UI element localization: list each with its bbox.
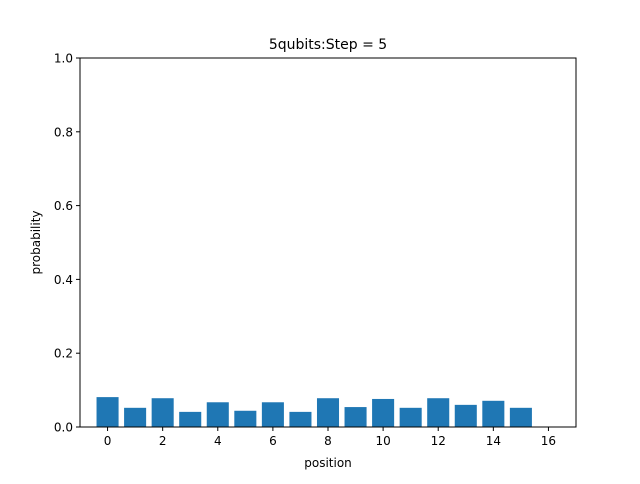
bar-position-14	[482, 400, 505, 427]
bar-position-0	[96, 397, 119, 427]
y-tick-label: 1.0	[54, 52, 73, 66]
y-axis-label: probability	[29, 210, 43, 274]
bar-position-13	[454, 404, 477, 427]
x-axis-ticks: 0 2 4 6 8 10 12 14 16	[104, 427, 556, 448]
bar-position-6	[261, 402, 284, 427]
bar-position-12	[427, 398, 450, 427]
x-tick-label: 4	[214, 434, 222, 448]
bar-position-3	[179, 411, 202, 427]
bar-position-2	[151, 398, 174, 427]
x-axis-label: position	[304, 456, 352, 470]
y-tick-label: 0.4	[54, 273, 73, 287]
x-tick-label: 0	[104, 434, 112, 448]
bars-group	[96, 397, 532, 427]
x-tick-label: 6	[269, 434, 277, 448]
bar-position-9	[344, 407, 367, 427]
x-tick-label: 16	[541, 434, 556, 448]
x-tick-label: 10	[375, 434, 390, 448]
x-tick-label: 2	[159, 434, 167, 448]
bar-position-10	[372, 398, 395, 427]
bar-position-7	[289, 411, 312, 427]
x-tick-label: 12	[431, 434, 446, 448]
bar-position-1	[124, 407, 147, 427]
x-tick-label: 8	[324, 434, 332, 448]
bar-position-4	[206, 402, 229, 427]
bar-position-5	[234, 410, 257, 427]
bar-position-8	[316, 398, 340, 427]
y-tick-label: 0.6	[54, 199, 73, 213]
y-tick-label: 0.0	[54, 421, 73, 435]
y-tick-label: 0.2	[54, 347, 73, 361]
bar-position-11	[399, 407, 422, 427]
x-tick-label: 14	[486, 434, 501, 448]
chart-title: 5qubits:Step = 5	[269, 37, 387, 53]
bar-position-15	[509, 407, 532, 427]
y-axis-ticks: 0.0 0.2 0.4 0.6 0.8 1.0	[54, 52, 80, 435]
y-tick-label: 0.8	[54, 125, 73, 139]
